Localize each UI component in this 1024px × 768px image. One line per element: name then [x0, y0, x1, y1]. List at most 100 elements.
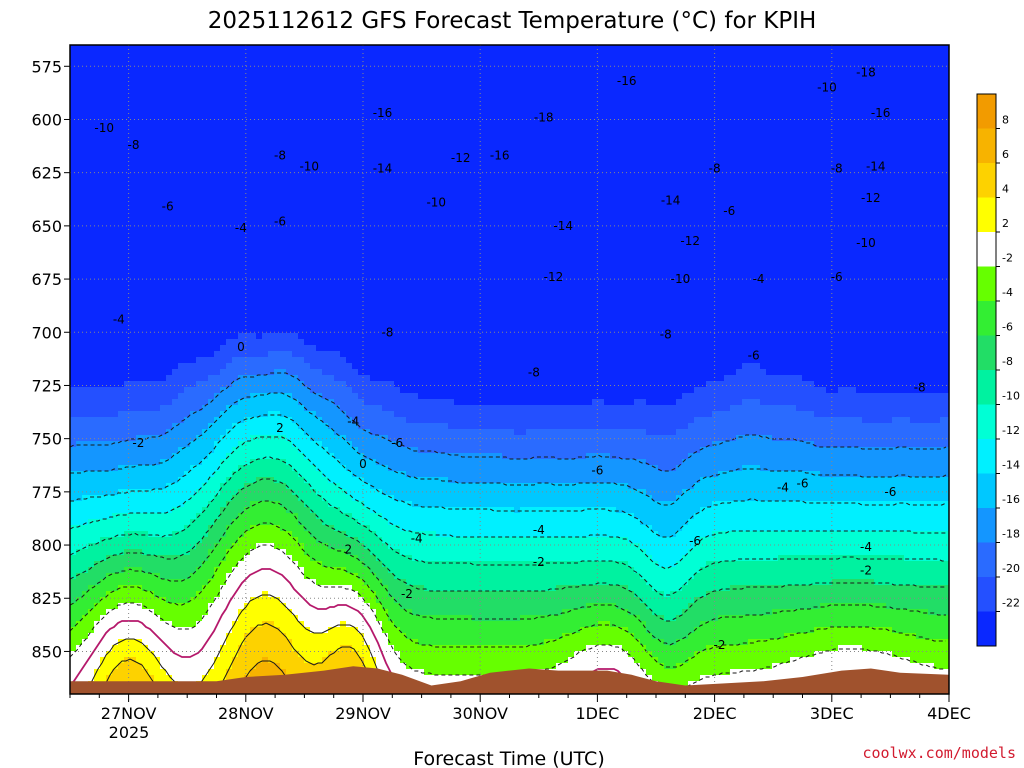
- contour-label: -10: [94, 121, 114, 135]
- contour-label: -12: [544, 270, 564, 284]
- x-tick-label: 30NOV: [452, 704, 508, 723]
- x-tick-label: 27NOV: [101, 704, 157, 723]
- colorbar-band: [977, 197, 996, 233]
- y-tick-label: 600: [31, 110, 62, 129]
- contour--18: [70, 372, 947, 472]
- contour-label: -12: [861, 191, 881, 205]
- contour-label: 0: [359, 457, 367, 471]
- contour-label: -4: [777, 481, 789, 495]
- contour-2: [85, 594, 387, 694]
- contour-label: -8: [381, 325, 393, 339]
- contour-label: -12: [451, 151, 471, 165]
- contour-label: -2: [401, 587, 413, 601]
- contour-label: -14: [373, 161, 393, 175]
- contour-label: -4: [235, 221, 247, 235]
- contour--10: [70, 456, 946, 596]
- colorbar-band: [977, 404, 996, 440]
- colorbar-label: -12: [1002, 424, 1020, 437]
- temperature-fill: [70, 45, 949, 694]
- contour-label: -6: [162, 200, 174, 214]
- contour-label: -10: [299, 159, 319, 173]
- colorbar-band: [977, 301, 996, 336]
- colorbar-band: [977, 335, 996, 371]
- contour-label: -2: [533, 555, 545, 569]
- contour-label: -4: [753, 272, 765, 286]
- contour-label: -2: [713, 638, 725, 652]
- chart-title: 2025112612 GFS Forecast Temperature (°C)…: [208, 8, 817, 34]
- colorbar-label: 2: [1002, 217, 1009, 230]
- contour-label: -6: [723, 204, 735, 218]
- colorbar-label: -6: [1002, 321, 1013, 334]
- contour-label: -8: [831, 161, 843, 175]
- contour-label: -4: [533, 523, 545, 537]
- contour-label: -6: [748, 349, 760, 363]
- contour-label: -8: [660, 327, 672, 341]
- colorbar-label: 8: [1002, 114, 1009, 127]
- colorbar-label: -8: [1002, 355, 1013, 368]
- contour-label: -6: [591, 464, 603, 478]
- x-tick-label: 29NOV: [335, 704, 391, 723]
- contour-label: -8: [528, 366, 540, 380]
- y-tick-label: 825: [31, 589, 62, 608]
- colorbar-label: 6: [1002, 148, 1009, 161]
- x-tick-label: 28NOV: [218, 704, 274, 723]
- colorbar-label: -22: [1002, 597, 1020, 610]
- y-tick-label: 700: [31, 323, 62, 342]
- y-tick-label: 725: [31, 376, 62, 395]
- contour-label: -4: [113, 312, 125, 326]
- contour-label: -6: [274, 215, 286, 229]
- x-tick-label: 2DEC: [693, 704, 737, 723]
- contour-label: -6: [391, 436, 403, 450]
- colorbar-band: [977, 232, 996, 267]
- contour--4: [70, 522, 946, 668]
- contour-label: -8: [127, 138, 139, 152]
- colorbar-band: [977, 94, 996, 129]
- contour-label: -16: [490, 149, 510, 163]
- x-axis: 27NOV 28NOV 29NOV 30NOV 1DEC 2DEC 3DEC 4DEC: [69, 694, 971, 723]
- contour--16: [70, 392, 947, 506]
- contour-label: -2: [132, 436, 144, 450]
- y-tick-label: 750: [31, 430, 62, 449]
- y-tick-label: 800: [31, 536, 62, 555]
- x-tick-label: 4DEC: [927, 704, 971, 723]
- contour-label: -4: [347, 415, 359, 429]
- contour-label: -8: [274, 149, 286, 163]
- contour-label: -10: [856, 236, 876, 250]
- y-tick-label: 650: [31, 217, 62, 236]
- contour-label: -14: [553, 219, 573, 233]
- contour-label: 2: [276, 421, 284, 435]
- contour-label: -12: [680, 234, 700, 248]
- contour-label: 0: [237, 340, 245, 354]
- contour-labels: -10 -8 -6 -4 -2 -4 -6 -8 -10 0 2 -4 0 2 -2 -4 -6 -8 -14 -16…: [94, 66, 925, 652]
- colorbar-band: [977, 128, 996, 164]
- colorbar-label: -16: [1002, 493, 1020, 506]
- contour-label: -14: [661, 193, 681, 207]
- contour-label: -6: [884, 485, 896, 499]
- x-tick-label: 1DEC: [576, 704, 620, 723]
- y-axis: 575 600 625 650 675 700 725 750 775 800 825 850: [31, 57, 70, 661]
- colorbar-band: [977, 163, 996, 198]
- contour-label: -16: [617, 74, 637, 88]
- contour-label: -4: [860, 540, 872, 554]
- x-axis-title: Forecast Time (UTC): [413, 748, 604, 768]
- contour-label: -10: [426, 195, 446, 209]
- colorbar-band: [977, 266, 996, 302]
- colorbar-label: -18: [1002, 528, 1020, 541]
- colorbar-label: -4: [1002, 286, 1013, 299]
- colorbar-label: -10: [1002, 390, 1020, 403]
- contour-label: -16: [373, 106, 393, 120]
- contour--12: [70, 436, 946, 570]
- plot-area: -10 -8 -6 -4 -2 -4 -6 -8 -10 0 2 -4 0 2 -2 -4 -6 -8 -14 -16…: [70, 45, 949, 694]
- contour-label: 2: [345, 542, 353, 556]
- contour-label: -8: [914, 381, 926, 395]
- contour-label: -16: [871, 106, 891, 120]
- colorbar-label: -14: [1002, 459, 1020, 472]
- y-tick-label: 850: [31, 642, 62, 661]
- site-credit[interactable]: coolwx.com/models: [862, 744, 1016, 762]
- colorbar: 8 6 4 2 -2 -4 -6 -8 -10 -12 -14 -16 -18 -20 -22: [976, 93, 1020, 647]
- colorbar-band: [977, 439, 996, 474]
- terrain: [70, 666, 949, 694]
- colorbar-band: [977, 611, 996, 647]
- contour-label: -6: [831, 270, 843, 284]
